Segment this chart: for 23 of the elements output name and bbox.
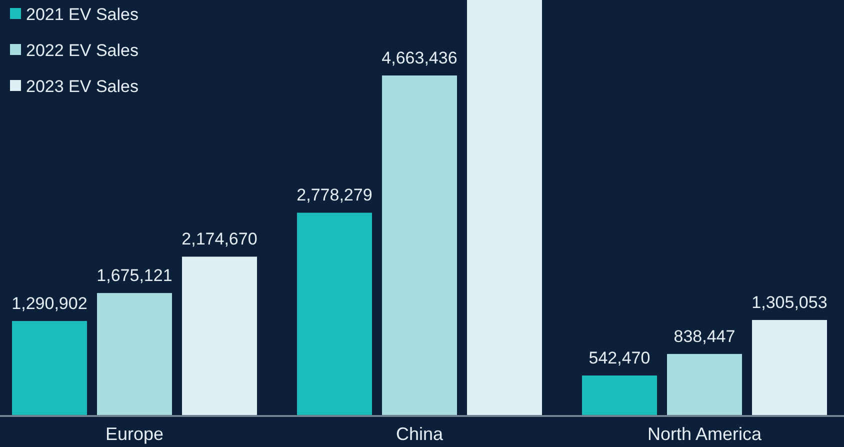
data-label: 1,290,902 [12, 294, 88, 314]
bar [752, 320, 827, 415]
data-label: 542,470 [588, 348, 650, 368]
bar [97, 293, 172, 415]
legend-label: 2021 EV Sales [26, 5, 138, 24]
data-label: 2,174,670 [182, 230, 258, 249]
data-label: 1,675,121 [96, 266, 172, 286]
legend-label: 2022 EV Sales [26, 41, 138, 60]
bar [582, 376, 657, 415]
legend-label: 2023 EV Sales [26, 77, 138, 96]
x-tick-label: Europe [105, 424, 164, 444]
data-label: 2,778,279 [296, 186, 372, 205]
x-tick-label: North America [647, 424, 763, 444]
x-tick-label: China [396, 424, 444, 444]
bar [467, 0, 542, 415]
bar [182, 256, 257, 415]
data-label: 838,447 [674, 326, 736, 346]
bar [12, 321, 87, 415]
bar [382, 75, 457, 415]
data-label: 1,305,053 [752, 292, 828, 312]
bar [667, 354, 742, 415]
bar [297, 212, 372, 415]
data-label: 4,663,436 [382, 48, 458, 68]
